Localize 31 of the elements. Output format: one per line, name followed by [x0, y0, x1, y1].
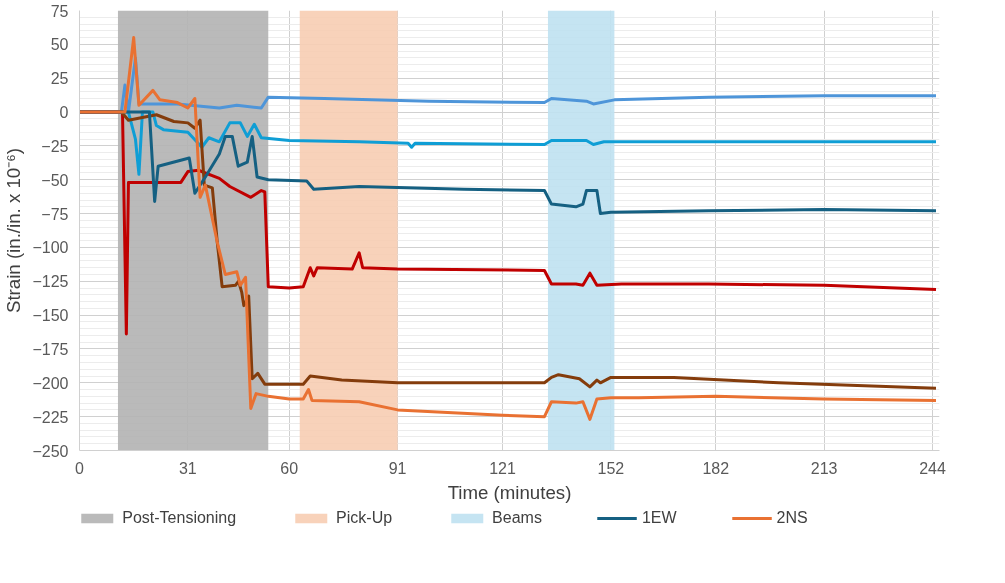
- y-tick-label: 50: [50, 36, 69, 54]
- x-axis-title: Time (minutes): [447, 481, 572, 503]
- y-tick-label: −50: [41, 171, 69, 189]
- y-tick-label: 25: [50, 70, 69, 88]
- y-tick-label: −125: [32, 273, 69, 291]
- x-tick-label: 121: [489, 459, 516, 477]
- y-tick-label: −175: [32, 340, 69, 358]
- y-tick-label: −250: [32, 442, 69, 460]
- y-tick-label: −25: [41, 137, 69, 155]
- x-tick-label: 91: [388, 459, 407, 477]
- x-tick-label: 0: [75, 459, 85, 477]
- x-tick-label: 213: [810, 459, 838, 477]
- legend-label: Post-Tensioning: [122, 509, 237, 527]
- x-tick-label: 182: [702, 459, 730, 477]
- y-tick-label: −200: [32, 374, 69, 392]
- legend-label: 2NS: [776, 509, 808, 527]
- legend-label: 1EW: [641, 509, 677, 527]
- legend-label: Beams: [492, 509, 542, 527]
- y-tick-label: 75: [50, 2, 69, 20]
- x-tick-label: 244: [919, 459, 946, 477]
- x-tick-label: 60: [280, 459, 299, 477]
- y-axis-title: Strain (in./in. x 10⁻⁶): [3, 147, 25, 314]
- y-tick-label: −225: [32, 408, 69, 426]
- y-tick-label: −75: [41, 205, 69, 223]
- y-tick-label: −100: [32, 239, 69, 257]
- x-tick-label: 152: [597, 459, 625, 477]
- line-series: [79, 36, 938, 421]
- x-tick-label: 31: [178, 459, 197, 477]
- legend-label: Pick-Up: [336, 509, 393, 527]
- y-tick-label: −150: [32, 307, 69, 325]
- y-tick-label: 0: [59, 104, 69, 122]
